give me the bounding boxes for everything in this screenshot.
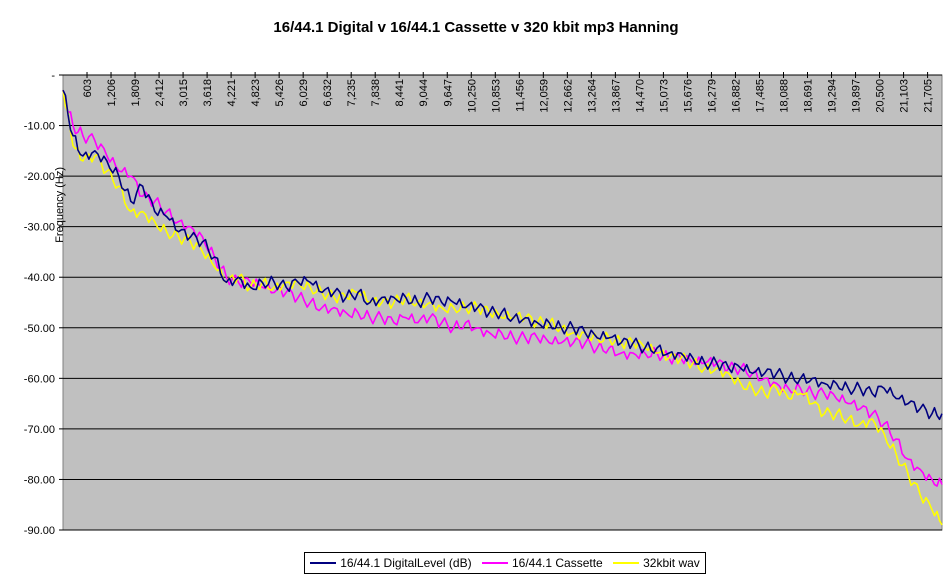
- x-tick-label: 1,809: [130, 79, 142, 107]
- legend-swatch-cassette: [481, 562, 508, 564]
- x-tick-label: 4,823: [250, 79, 262, 107]
- x-tick-label: 14,470: [634, 79, 646, 113]
- x-tick-label: 10,853: [490, 79, 502, 113]
- y-tick-label: -10.00: [24, 121, 55, 133]
- legend-label-cassette: 16/44.1 Cassette: [511, 556, 603, 570]
- y-tick-label: -60.00: [24, 373, 55, 385]
- x-tick-label: 19,294: [827, 79, 839, 113]
- x-tick-label: 6,029: [298, 79, 310, 107]
- series-line-2: [62, 90, 943, 526]
- x-tick-label: 9,647: [442, 79, 454, 107]
- x-tick-label: 6,632: [322, 79, 334, 107]
- x-tick-label: 15,073: [658, 79, 670, 113]
- x-tick-label: 8,441: [394, 79, 406, 107]
- legend-item-cassette: 16/44.1 Cassette: [481, 556, 603, 570]
- legend-swatch-digital: [310, 562, 337, 564]
- plot-background: [62, 74, 943, 531]
- x-tick-label: 3,618: [202, 79, 214, 107]
- x-tick-label: 5,426: [274, 79, 286, 107]
- x-axis-title: Frequency (Hz): [54, 167, 66, 243]
- x-tick-label: 18,691: [803, 79, 815, 113]
- legend-label-wav: 32kbit wav: [643, 556, 700, 570]
- y-tick-label: -: [51, 70, 55, 82]
- x-tick-label: 3,015: [178, 79, 190, 107]
- x-tick-label: 20,500: [875, 79, 887, 113]
- x-tick-label: 16,279: [706, 79, 718, 113]
- x-tick-label: 13,264: [586, 79, 598, 113]
- legend-item-digital: 16/44.1 DigitalLevel (dB): [310, 556, 472, 570]
- x-tick-label: 4,221: [226, 79, 238, 107]
- x-tick-label: 19,897: [851, 79, 863, 113]
- x-tick-label: 12,059: [538, 79, 550, 113]
- gridlines: [63, 74, 942, 531]
- y-tick-label: -70.00: [24, 424, 55, 436]
- x-tick-label: 11,456: [514, 79, 526, 112]
- x-tick-label: 10,250: [466, 79, 478, 113]
- y-axis-ticks: - -10.00 -20.00 -30.00 -40.00 -50.00 -60.00 -70…: [24, 70, 63, 537]
- x-tick-label: 21,103: [899, 79, 911, 113]
- legend-swatch-wav: [613, 562, 640, 564]
- x-tick-label: 17,485: [754, 79, 766, 113]
- series-line-1: [62, 90, 943, 487]
- y-tick-label: -90.00: [24, 525, 55, 537]
- x-axis-ticks: 603 1,206 1,809 2,412 3,015 3,618 4,221 4,823 5,…: [82, 72, 935, 113]
- x-tick-label: 9,044: [418, 79, 430, 107]
- y-tick-label: -30.00: [24, 222, 55, 234]
- y-tick-label: -40.00: [24, 272, 55, 284]
- x-tick-label: 7,838: [370, 79, 382, 107]
- x-tick-label: 18,088: [778, 79, 790, 113]
- x-tick-label: 7,235: [346, 79, 358, 107]
- x-tick-label: 12,662: [562, 79, 574, 113]
- x-tick-label: 603: [82, 79, 94, 97]
- legend-label-digital: 16/44.1 DigitalLevel (dB): [340, 556, 472, 570]
- x-tick-label: 1,206: [106, 79, 118, 107]
- x-tick-label: 21,705: [923, 79, 935, 113]
- x-tick-label: 2,412: [154, 79, 166, 107]
- series-lines: [62, 89, 943, 526]
- chart-title: 16/44.1 Digital v 16/44.1 Cassette v 320…: [273, 19, 679, 36]
- x-tick-label: 15,676: [682, 79, 694, 113]
- legend: 16/44.1 DigitalLevel (dB) 16/44.1 Casset…: [304, 552, 706, 574]
- y-tick-label: -50.00: [24, 323, 55, 335]
- y-tick-label: -80.00: [24, 474, 55, 486]
- legend-item-wav: 32kbit wav: [613, 556, 700, 570]
- y-tick-label: -20.00: [24, 171, 55, 183]
- x-tick-label: 16,882: [730, 79, 742, 113]
- x-tick-label: 13,867: [610, 79, 622, 113]
- series-line-0: [62, 89, 943, 421]
